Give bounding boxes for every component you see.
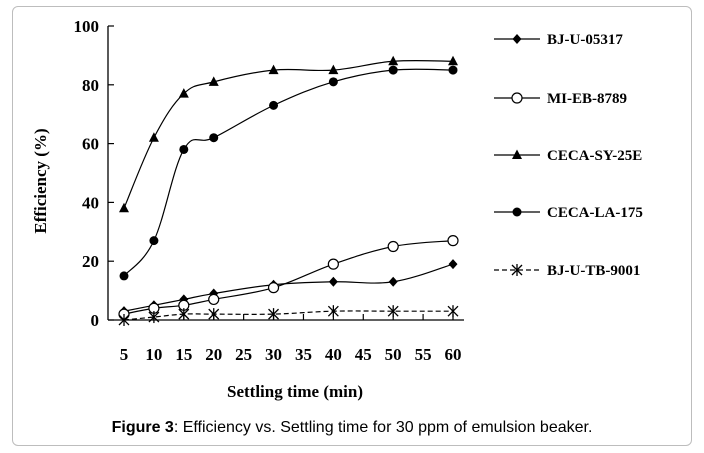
data-point — [388, 276, 398, 287]
series-line — [123, 310, 453, 321]
x-tick-label: 40 — [325, 345, 342, 364]
x-tick-label: 30 — [265, 345, 282, 364]
data-point — [387, 305, 399, 318]
data-point — [448, 55, 458, 66]
x-tick-label: 45 — [355, 345, 372, 364]
figure-caption: Figure 3: Efficiency vs. Settling time f… — [0, 419, 704, 437]
x-tick-label: 15 — [175, 345, 192, 364]
legend-marker — [512, 34, 522, 44]
legend-label: BJ-U-TB-9001 — [547, 263, 640, 279]
legend-item-bj-u-tb-9001: BJ-U-TB-9001 — [494, 263, 640, 279]
series-ceca-la-175 — [119, 65, 458, 281]
data-point — [327, 258, 339, 270]
chart-legend: BJ-U-05317 MI-EB-8789 CECA-SY-25E CECA-LA-1… — [494, 32, 643, 279]
data-point — [148, 132, 159, 142]
x-tick-label: 20 — [205, 345, 222, 364]
figure-frame — [12, 6, 692, 446]
legend-item-bj-u-05317: BJ-U-05317 — [494, 32, 623, 48]
legend-item-mi-eb-8789: MI-EB-8789 — [494, 91, 627, 107]
caption-text: : Efficiency vs. Settling time for 30 pp… — [173, 419, 593, 436]
series-bj-u-tb-9001 — [118, 305, 459, 326]
data-point — [208, 76, 219, 86]
data-point — [328, 64, 339, 75]
data-point — [178, 308, 190, 321]
y-tick-label: 60 — [82, 135, 99, 154]
data-point — [269, 100, 279, 110]
data-point — [208, 308, 220, 321]
series-line — [123, 68, 454, 277]
series-line — [123, 263, 454, 312]
caption-label: Figure 3 — [111, 419, 174, 436]
legend-label: BJ-U-05317 — [547, 32, 623, 48]
data-point — [447, 305, 459, 318]
legend-item-ceca-la-175: CECA-LA-175 — [494, 205, 643, 221]
legend-label: MI-EB-8789 — [547, 91, 627, 107]
y-tick-label: 20 — [82, 252, 99, 271]
data-point — [119, 271, 129, 281]
y-axis-label: Efficiency (%) — [31, 128, 50, 233]
x-tick-label: 5 — [120, 345, 129, 364]
x-tick-label: 50 — [385, 345, 402, 364]
series-line — [123, 59, 454, 209]
data-point — [388, 65, 398, 75]
y-tick-label: 40 — [82, 193, 99, 212]
data-point — [267, 282, 280, 294]
data-point — [208, 293, 220, 306]
legend-item-ceca-sy-25e: CECA-SY-25E — [494, 148, 642, 164]
chart-series-layer — [118, 55, 459, 326]
x-tick-label: 25 — [235, 345, 252, 364]
data-point — [209, 133, 219, 143]
data-point — [148, 311, 160, 324]
data-point — [119, 202, 129, 213]
y-tick-label: 100 — [74, 17, 100, 36]
legend-marker — [511, 264, 523, 276]
data-point — [179, 144, 189, 154]
data-point — [448, 259, 458, 270]
data-point — [118, 314, 130, 326]
legend-label: CECA-SY-25E — [547, 148, 642, 164]
legend-label: CECA-LA-175 — [547, 205, 643, 221]
series-line — [123, 240, 454, 315]
x-tick-label: 10 — [145, 345, 162, 364]
data-point — [149, 236, 159, 246]
x-tick-label: 55 — [415, 345, 432, 364]
series-bj-u-05317 — [119, 259, 458, 317]
data-point — [387, 240, 399, 253]
data-point — [268, 64, 279, 75]
y-tick-label: 0 — [91, 311, 100, 330]
legend-marker — [512, 207, 522, 217]
x-tick-label: 35 — [295, 345, 312, 364]
data-point — [328, 276, 338, 287]
data-point — [327, 305, 339, 318]
series-mi-eb-8789 — [118, 235, 459, 320]
y-tick-label: 80 — [82, 76, 99, 95]
data-point — [268, 308, 280, 321]
series-ceca-sy-25e — [119, 55, 458, 213]
data-point — [447, 235, 459, 247]
x-tick-label: 60 — [445, 345, 462, 364]
data-point — [448, 65, 458, 75]
data-point — [388, 55, 399, 66]
data-point — [328, 77, 338, 87]
data-point — [178, 88, 189, 98]
x-axis-label: Settling time (min) — [227, 382, 363, 401]
legend-marker — [511, 92, 523, 104]
legend-marker — [512, 149, 522, 159]
